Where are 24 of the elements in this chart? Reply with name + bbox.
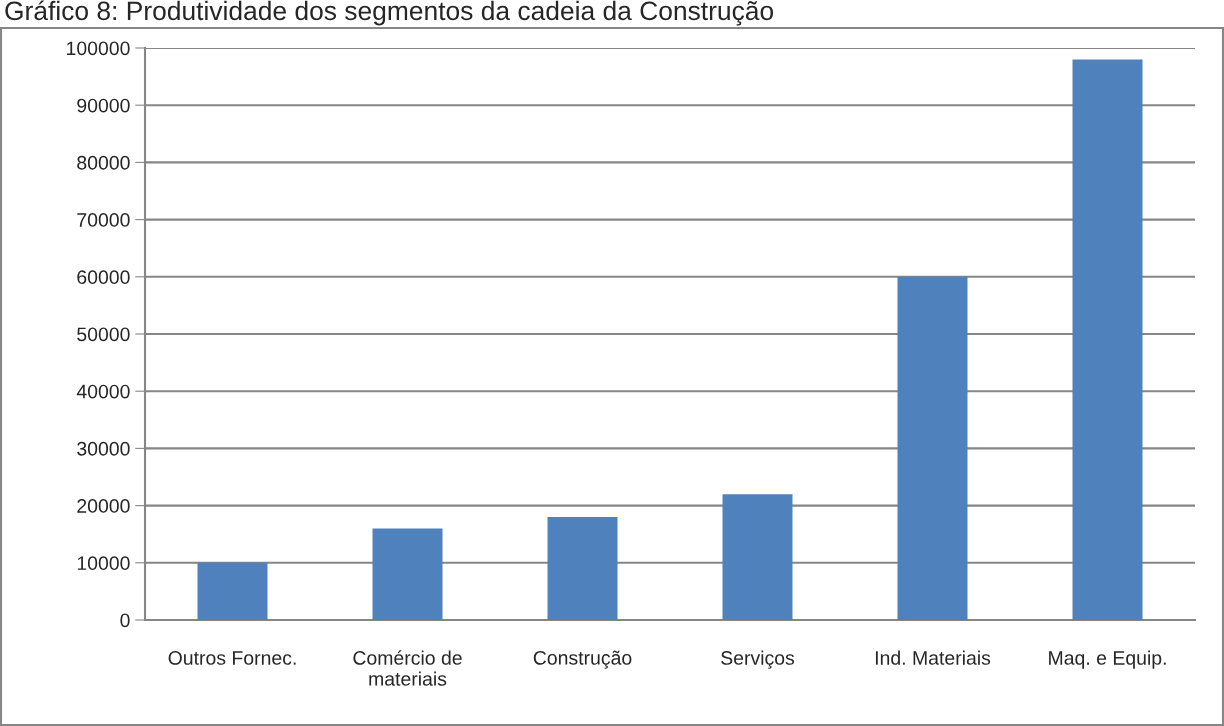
y-tick-label: 50000	[77, 327, 130, 342]
x-tick-label: Comércio de materiais	[353, 650, 462, 686]
x-tick-label: Ind. Materiais	[875, 650, 991, 665]
y-tick-label: 20000	[77, 499, 130, 513]
bar	[547, 517, 618, 620]
y-tick-label: 0	[120, 613, 130, 628]
x-tick-label: Construção	[533, 650, 632, 669]
y-tick-label: 90000	[77, 98, 130, 113]
chart-title: Gráfico 8: Produtividade dos segmentos da cadeia da Construção	[5, 0, 774, 26]
y-tick-label: 60000	[77, 270, 130, 285]
bar	[372, 528, 443, 620]
y-tick-label: 10000	[77, 556, 130, 571]
y-tick-label: 30000	[77, 441, 130, 456]
y-tick-label: 70000	[77, 213, 130, 227]
x-tick-label: Serviços	[721, 650, 795, 669]
x-tick-label: Maq. e Equip.	[1049, 650, 1166, 669]
bar	[722, 494, 793, 620]
y-tick-label: 80000	[77, 155, 130, 170]
y-tick-label: 100000	[67, 41, 130, 56]
bar	[897, 276, 968, 620]
x-tick-label: Outros Fornec.	[168, 651, 296, 665]
bar	[1072, 59, 1143, 620]
bar	[197, 562, 268, 620]
y-tick-label: 40000	[76, 384, 130, 399]
